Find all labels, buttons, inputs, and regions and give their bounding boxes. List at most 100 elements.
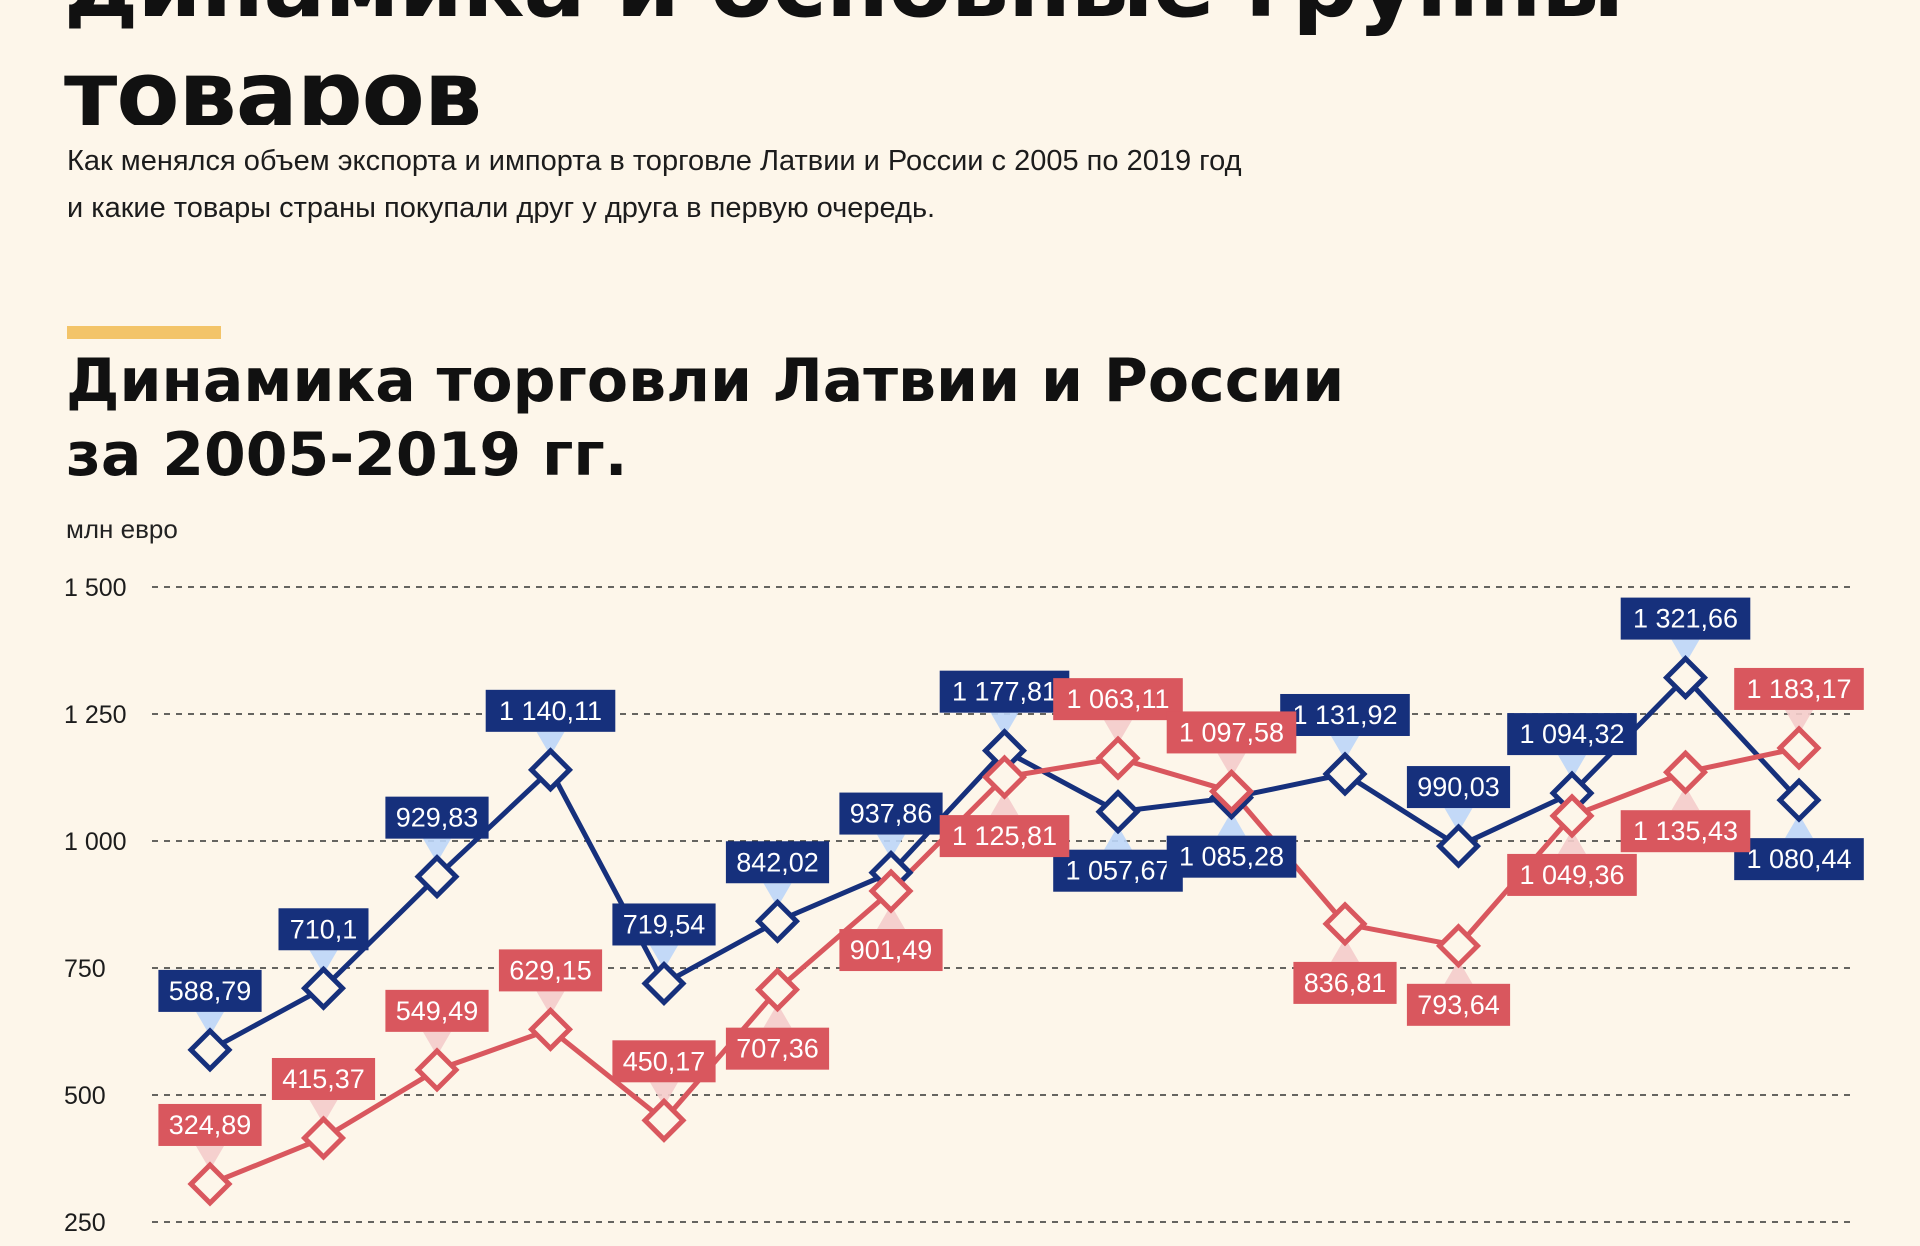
data-label: 1 177,81 xyxy=(952,677,1057,707)
data-point-marker xyxy=(187,1027,233,1073)
data-label: 710,1 xyxy=(290,914,358,944)
label-pointer xyxy=(650,945,678,970)
data-label: 929,83 xyxy=(396,803,479,833)
headline-line-1: динамика и основные группы xyxy=(64,0,1864,40)
data-label: 1 135,43 xyxy=(1633,816,1738,846)
data-point-marker xyxy=(1662,655,1709,701)
data-label: 1 125,81 xyxy=(952,821,1057,851)
data-label: 793,64 xyxy=(1417,990,1500,1020)
data-label-box xyxy=(839,929,943,972)
data-label-box xyxy=(1166,835,1297,878)
label-pointer xyxy=(763,1003,792,1028)
data-label-box xyxy=(725,1027,830,1070)
data-label-box xyxy=(1507,713,1637,756)
data-label: 719,54 xyxy=(623,909,706,939)
data-label-box xyxy=(271,1057,376,1100)
data-label-box xyxy=(498,949,603,992)
data-point-marker xyxy=(414,1047,460,1093)
data-label: 324,89 xyxy=(169,1110,252,1140)
accent-bar xyxy=(67,326,221,339)
data-label-box xyxy=(385,989,489,1032)
y-tick-label: 500 xyxy=(64,1082,106,1110)
data-label-box xyxy=(612,1040,716,1083)
data-label-box xyxy=(1166,711,1297,754)
y-axis-unit-label: млн евро xyxy=(66,514,178,544)
chart-title-line-1: Динамика торговли Латвии и России xyxy=(66,346,1345,416)
page-headline: динамика и основные группы товаров xyxy=(64,0,1864,125)
data-label-box xyxy=(939,815,1070,858)
data-point-marker xyxy=(1208,768,1255,814)
label-pointer xyxy=(990,712,1019,737)
data-label-box xyxy=(1734,838,1864,881)
label-pointer xyxy=(1331,735,1359,760)
data-label-box xyxy=(1406,983,1511,1026)
data-label-box xyxy=(1620,810,1751,853)
data-label-box xyxy=(1507,853,1637,896)
lead-paragraph: Как менялся объем экспорта и импорта в т… xyxy=(67,138,1567,232)
data-label: 901,49 xyxy=(850,935,933,965)
data-label: 1 183,17 xyxy=(1746,674,1851,704)
data-label: 1 057,67 xyxy=(1065,856,1170,886)
grid-layer: 1 500 1 250 1 000 750 500 250 xyxy=(64,574,1850,1237)
data-point-marker xyxy=(300,965,347,1011)
data-point-marker xyxy=(754,898,801,944)
label-pointer xyxy=(1671,786,1700,811)
data-point-marker xyxy=(1435,823,1482,869)
label-pointer xyxy=(1104,720,1132,745)
label-pointer xyxy=(1104,825,1132,850)
label-pointer xyxy=(423,838,451,863)
label-pointer xyxy=(309,1099,338,1124)
label-pointer xyxy=(1217,811,1246,836)
data-label: 1 097,58 xyxy=(1179,717,1284,747)
data-point-marker xyxy=(1095,789,1141,835)
label-pointer xyxy=(1217,753,1246,778)
data-label: 1 080,44 xyxy=(1746,844,1851,874)
data-point-marker xyxy=(1776,725,1822,771)
data-label: 842,02 xyxy=(736,847,819,877)
label-pointer xyxy=(1785,709,1813,734)
data-label-box xyxy=(1293,961,1397,1004)
y-tick-label: 250 xyxy=(64,1209,106,1237)
data-label-box xyxy=(278,908,369,951)
label-pointer xyxy=(1444,959,1473,984)
data-label-box xyxy=(1053,849,1183,892)
data-label: 707,36 xyxy=(736,1034,819,1064)
data-label-box xyxy=(725,841,830,884)
data-point-marker xyxy=(754,967,801,1013)
data-point-marker xyxy=(527,1006,574,1052)
label-pointer xyxy=(536,731,565,756)
label-pointer xyxy=(1331,937,1359,962)
data-label: 1 063,11 xyxy=(1066,684,1169,714)
label-pointer xyxy=(309,950,338,975)
data-point-marker xyxy=(300,1115,347,1161)
chart-title-line-2: за 2005-2019 гг. xyxy=(66,420,628,490)
label-pointer xyxy=(877,834,905,859)
data-label: 1 140,11 xyxy=(499,696,602,726)
label-pointer xyxy=(1671,639,1700,664)
data-label: 990,03 xyxy=(1417,772,1500,802)
headline-line-2: товаров xyxy=(64,41,482,125)
data-point-marker xyxy=(187,1161,233,1207)
data-label-box xyxy=(612,903,716,946)
data-label: 1 131,92 xyxy=(1292,700,1397,730)
data-label: 1 049,36 xyxy=(1519,860,1624,890)
chart-title: Динамика торговли Латвии и России за 200… xyxy=(66,344,1666,492)
label-pointer xyxy=(1558,755,1586,780)
label-pointer xyxy=(196,1145,224,1170)
label-pointer xyxy=(1785,814,1813,839)
label-pointer xyxy=(536,991,565,1016)
data-label: 937,86 xyxy=(850,799,933,829)
data-label-box xyxy=(1406,766,1511,809)
data-label-box xyxy=(839,792,943,835)
data-point-marker xyxy=(1322,751,1368,797)
data-label: 415,37 xyxy=(282,1064,365,1094)
label-pointer xyxy=(990,791,1019,816)
label-pointer xyxy=(423,1031,451,1056)
data-label-box xyxy=(939,670,1070,713)
label-pointer xyxy=(1444,808,1473,833)
data-label-box xyxy=(1280,693,1410,736)
data-labels: 588,79 710,1 929,83 1 140,11 719,54 842,02 937… xyxy=(158,597,1864,1170)
data-point-marker xyxy=(1549,793,1595,839)
label-pointer xyxy=(763,883,792,908)
y-tick-label: 750 xyxy=(64,955,106,983)
